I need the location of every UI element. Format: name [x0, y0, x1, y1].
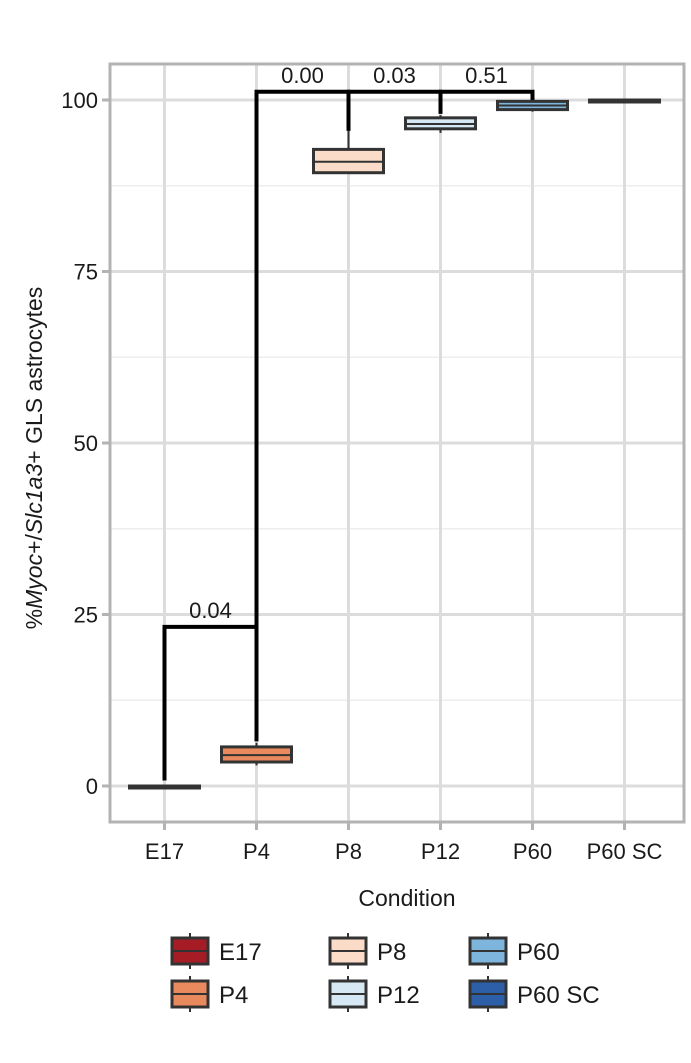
y-tick-label: 25	[74, 603, 98, 628]
boxes	[128, 98, 661, 790]
y-axis-title-part: %	[21, 609, 47, 629]
box-e17	[128, 784, 201, 790]
y-axis-title-part: +/	[21, 533, 47, 553]
comparison-bracket	[254, 89, 351, 741]
legend: E17 P8 P60 P4 P12 P60 SC	[170, 933, 600, 1012]
x-tick-label: P12	[421, 839, 460, 864]
x-tick-label: P60 SC	[587, 839, 663, 864]
legend-entry-p60: P60	[468, 933, 560, 969]
box-p4	[220, 742, 293, 766]
legend-label: P60 SC	[517, 982, 600, 1009]
x-tick-label: P8	[335, 839, 362, 864]
box-p60-sc	[588, 98, 661, 104]
y-tick-label: 75	[74, 260, 98, 285]
legend-entry-p12: P12	[328, 976, 420, 1012]
legend-entry-p8: P8	[328, 933, 406, 969]
y-tick-label: 50	[74, 431, 98, 456]
p-value-label: 0.51	[465, 63, 508, 88]
comparison-brackets: 0.04 0.00 0.03 0.51	[162, 63, 535, 781]
legend-entry-e17: E17	[170, 933, 262, 969]
y-axis-title: %Myoc+/Slc1a3+ GLS astrocytes	[21, 287, 47, 630]
y-tick-label: 100	[61, 88, 98, 113]
x-tick-label: E17	[145, 839, 184, 864]
comparison-bracket	[438, 89, 535, 114]
legend-entry-p4: P4	[170, 976, 248, 1012]
p-value-label: 0.03	[373, 63, 416, 88]
x-tick-label: P60	[513, 839, 552, 864]
legend-label: P12	[377, 982, 420, 1009]
y-tick-label: 0	[86, 774, 98, 799]
p-value-label: 0.00	[281, 63, 324, 88]
x-axis-title: Condition	[358, 885, 455, 911]
legend-label: E17	[219, 939, 262, 966]
x-axis: E17 P4 P8 P12 P60 P60 SC	[145, 822, 663, 864]
box-p8	[312, 130, 385, 175]
box-p60	[496, 99, 569, 112]
grid	[110, 64, 684, 822]
legend-label: P8	[377, 939, 406, 966]
box-p12	[404, 115, 477, 133]
legend-entry-p60-sc: P60 SC	[468, 976, 600, 1012]
y-axis: 0 25 50 75 100	[61, 88, 110, 799]
legend-label: P4	[219, 982, 248, 1009]
y-axis-title-part: + GLS astrocytes	[21, 287, 47, 464]
y-axis-title-part: Myoc	[21, 553, 47, 608]
p-value-label: 0.04	[189, 598, 232, 623]
legend-label: P60	[517, 939, 560, 966]
y-axis-title-part: Slc1a3	[21, 464, 47, 535]
x-tick-label: P4	[243, 839, 270, 864]
